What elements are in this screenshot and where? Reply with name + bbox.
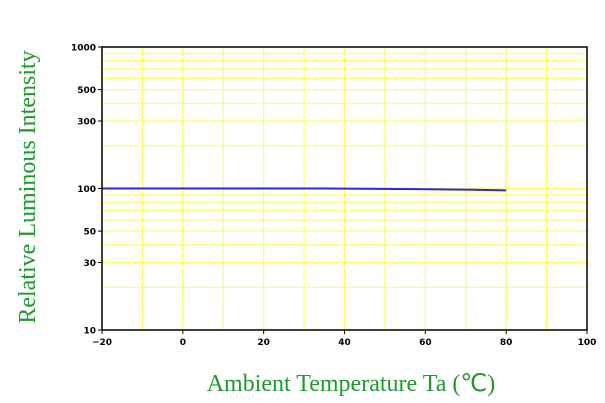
y-tick-label: 1000 — [71, 44, 96, 54]
x-tick-label: 0 — [180, 338, 186, 348]
y-tick-label: 100 — [77, 185, 96, 195]
y-axis-title: Relative Luminous Intensity — [15, 50, 41, 323]
y-tick-label: 500 — [77, 86, 96, 96]
y-tick-label: 50 — [83, 228, 96, 238]
x-tick-label: 80 — [500, 338, 513, 348]
x-tick-label: 20 — [257, 338, 270, 348]
y-tick-label: 300 — [77, 117, 96, 127]
x-tick-label: 40 — [338, 338, 351, 348]
y-tick-label: 10 — [83, 327, 96, 337]
x-tick-label: 60 — [419, 338, 432, 348]
x-tick-label: 100 — [578, 338, 597, 348]
x-axis-title: Ambient Temperature Ta (℃) — [207, 371, 496, 397]
x-tick-label: −20 — [92, 338, 112, 348]
y-tick-label: 30 — [83, 259, 96, 269]
